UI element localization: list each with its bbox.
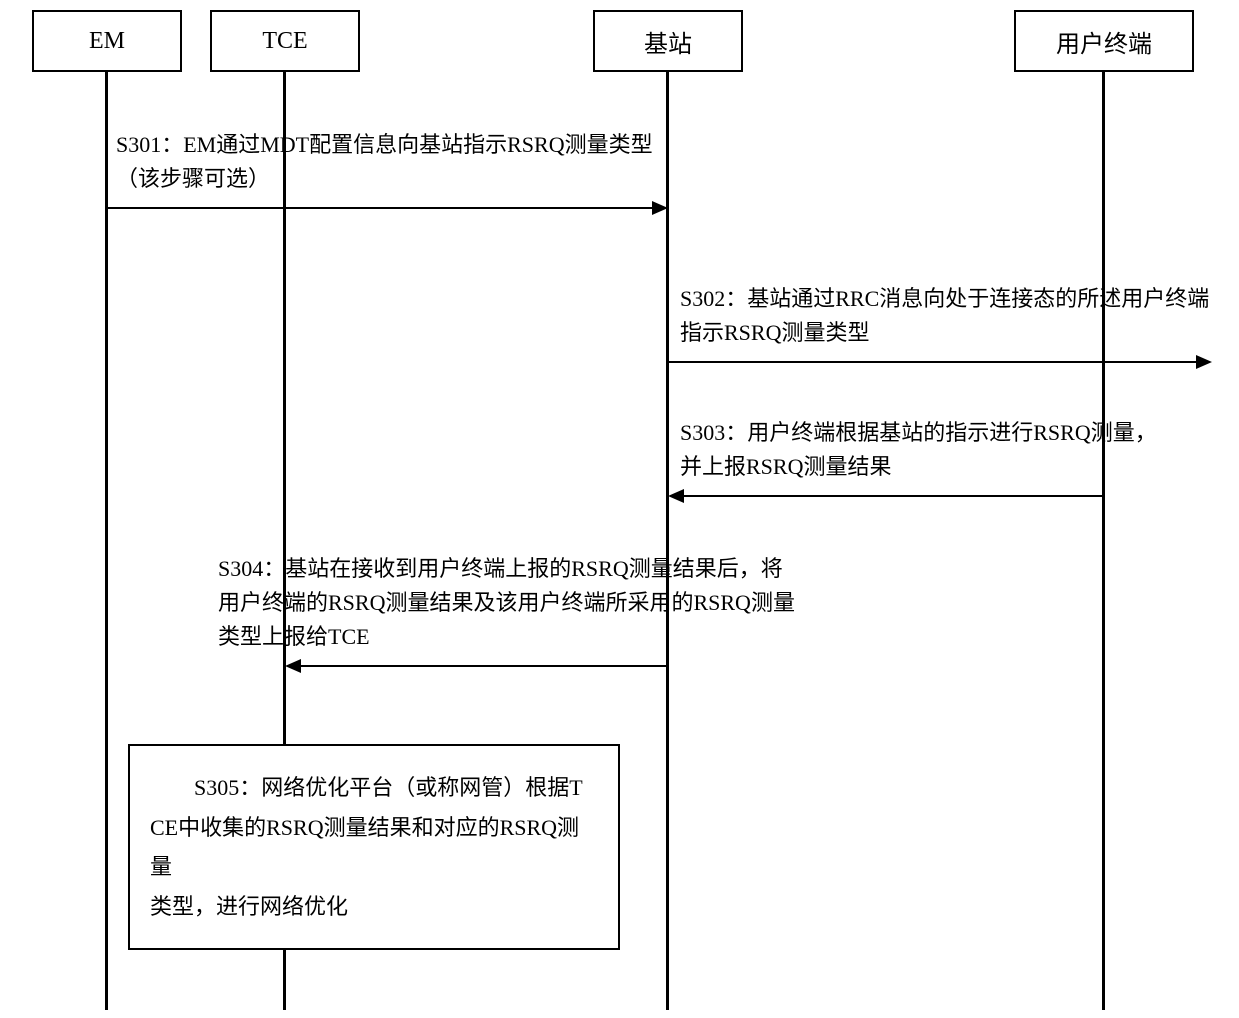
arrow-s304 bbox=[299, 665, 668, 667]
arrow-s301 bbox=[107, 207, 655, 209]
participant-bs: 基站 bbox=[593, 10, 743, 72]
participant-label: 用户终端 bbox=[1056, 24, 1152, 59]
message-s303-text: S303：用户终端根据基站的指示进行RSRQ测量， 并上报RSRQ测量结果 bbox=[680, 416, 1157, 484]
message-line: （该步骤可选） bbox=[116, 162, 653, 196]
message-s302-text: S302：基站通过RRC消息向处于连接态的所述用户终端 指示RSRQ测量类型 bbox=[680, 282, 1209, 350]
message-line: S303：用户终端根据基站的指示进行RSRQ测量， bbox=[680, 416, 1157, 450]
arrow-head-s303 bbox=[668, 489, 684, 503]
message-line: 指示RSRQ测量类型 bbox=[680, 316, 1209, 350]
participant-tce: TCE bbox=[210, 10, 360, 72]
arrow-head-s301 bbox=[652, 201, 668, 215]
message-s304-text: S304：基站在接收到用户终端上报的RSRQ测量结果后，将 用户终端的RSRQ测… bbox=[218, 552, 795, 654]
message-line: 用户终端的RSRQ测量结果及该用户终端所采用的RSRQ测量 bbox=[218, 586, 795, 620]
lifeline-em bbox=[105, 72, 108, 1010]
arrow-s302 bbox=[668, 361, 1198, 363]
message-line: S302：基站通过RRC消息向处于连接态的所述用户终端 bbox=[680, 282, 1209, 316]
participant-label: TCE bbox=[262, 28, 307, 55]
note-line: CE中收集的RSRQ测量结果和对应的RSRQ测量 bbox=[150, 808, 598, 887]
participant-ue: 用户终端 bbox=[1014, 10, 1194, 72]
participant-label: EM bbox=[89, 28, 125, 55]
note-s305: S305：网络优化平台（或称网管）根据T CE中收集的RSRQ测量结果和对应的R… bbox=[128, 744, 620, 950]
message-line: S301：EM通过MDT配置信息向基站指示RSRQ测量类型 bbox=[116, 128, 653, 162]
participant-em: EM bbox=[32, 10, 182, 72]
arrow-head-s304 bbox=[285, 659, 301, 673]
message-s301-text: S301：EM通过MDT配置信息向基站指示RSRQ测量类型 （该步骤可选） bbox=[116, 128, 653, 196]
lifeline-ue bbox=[1102, 72, 1105, 1010]
arrow-head-s302 bbox=[1196, 355, 1212, 369]
message-line: 类型上报给TCE bbox=[218, 620, 795, 654]
message-line: 并上报RSRQ测量结果 bbox=[680, 450, 1157, 484]
note-line: 类型，进行网络优化 bbox=[150, 887, 598, 927]
message-line: S304：基站在接收到用户终端上报的RSRQ测量结果后，将 bbox=[218, 552, 795, 586]
participant-label: 基站 bbox=[644, 24, 692, 59]
arrow-s303 bbox=[682, 495, 1104, 497]
note-line: S305：网络优化平台（或称网管）根据T bbox=[150, 768, 598, 808]
